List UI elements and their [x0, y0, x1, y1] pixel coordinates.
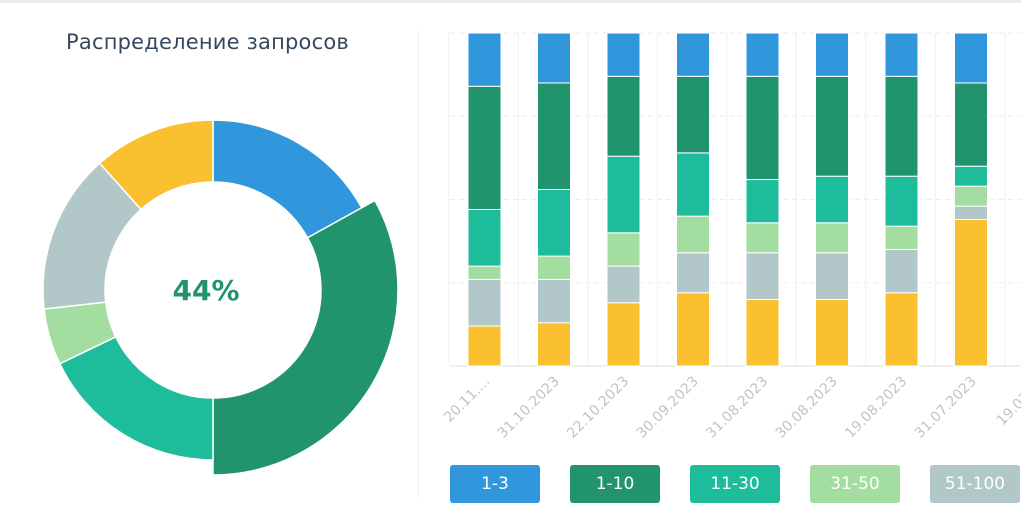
bar-segment-over-100[interactable] — [745, 298, 780, 367]
bar-segment-11-30[interactable] — [954, 165, 988, 187]
donut-slice-over-100[interactable] — [98, 119, 214, 211]
bar-segment-1-10[interactable] — [884, 75, 919, 177]
bar-segment-51-100[interactable] — [745, 252, 780, 300]
bar-segment-1-10[interactable] — [815, 75, 849, 177]
bar-segment-11-30[interactable] — [467, 208, 502, 267]
legend-button-11-30[interactable]: 11-30 — [690, 465, 780, 503]
bar-segment-1-10[interactable] — [745, 75, 780, 181]
bar-segment-1-3[interactable] — [606, 32, 641, 77]
legend-button-31-50[interactable]: 31-50 — [810, 465, 900, 503]
bar-segment-31-50[interactable] — [467, 265, 502, 280]
top-border — [0, 0, 1021, 3]
bar-segment-31-50[interactable] — [884, 225, 919, 250]
donut-chart: 44% — [42, 119, 399, 476]
x-tick-label: 31.07.2023 — [912, 374, 980, 442]
panel-divider — [418, 30, 419, 498]
bar-segment-over-100[interactable] — [606, 302, 641, 367]
legend-button-51-100[interactable]: 51-100 — [930, 465, 1020, 503]
bar-segment-1-3[interactable] — [884, 32, 919, 77]
bar-segment-31-50[interactable] — [954, 185, 988, 207]
stacked-bar-chart: 20.11.... 31.10.2023 22.10.2023 30.09.2023 3… — [441, 32, 1021, 442]
bar-segment-11-30[interactable] — [537, 189, 571, 257]
bar-segment-over-100[interactable] — [467, 325, 502, 367]
bar-segment-11-30[interactable] — [745, 179, 780, 224]
bar-segment-1-10[interactable] — [606, 75, 641, 157]
bar-segment-1-3[interactable] — [537, 32, 571, 84]
bar-segment-over-100[interactable] — [954, 218, 988, 367]
donut-slice-1-10[interactable] — [212, 199, 399, 476]
legend-button-1-10[interactable]: 1-10 — [570, 465, 660, 503]
x-tick-label: 31.10.2023 — [495, 374, 563, 442]
bar-segment-over-100[interactable] — [676, 292, 710, 367]
bar-segment-31-50[interactable] — [606, 232, 641, 267]
bar-segment-1-3[interactable] — [676, 32, 710, 77]
bar-segment-over-100[interactable] — [537, 322, 571, 367]
x-tick-label: 30.08.2023 — [773, 374, 841, 442]
bar-segment-11-30[interactable] — [606, 155, 641, 234]
bar-segment-11-30[interactable] — [676, 152, 710, 217]
bar-segment-1-3[interactable] — [467, 32, 502, 87]
bar-segment-1-10[interactable] — [467, 85, 502, 210]
bar-segment-51-100[interactable] — [467, 278, 502, 327]
x-tick-label: 19.08.2023 — [842, 374, 910, 442]
bar-segment-51-100[interactable] — [606, 265, 641, 304]
bar-segment-1-3[interactable] — [815, 32, 849, 77]
bar-segment-1-10[interactable] — [954, 82, 988, 167]
bar-segment-31-50[interactable] — [537, 255, 571, 280]
x-tick-label: 31.08.2023 — [703, 374, 771, 442]
bar-segment-31-50[interactable] — [815, 222, 849, 254]
bar-segment-over-100[interactable] — [815, 298, 849, 367]
legend-button-1-3[interactable]: 1-3 — [450, 465, 540, 503]
bar-segment-31-50[interactable] — [745, 222, 780, 254]
bar-segment-51-100[interactable] — [884, 248, 919, 294]
x-tick-label: 20.11.... — [441, 374, 493, 426]
bar-segment-11-30[interactable] — [884, 175, 919, 227]
bar-segment-1-3[interactable] — [745, 32, 780, 77]
bar-segment-1-10[interactable] — [676, 75, 710, 154]
bar-segment-over-100[interactable] — [884, 292, 919, 367]
bar-segment-1-3[interactable] — [954, 32, 988, 84]
x-tick-label: 22.10.2023 — [564, 374, 632, 442]
bar-segment-51-100[interactable] — [815, 252, 849, 300]
bar-segment-51-100[interactable] — [676, 252, 710, 294]
chart-title: Распределение запросов — [66, 30, 349, 54]
x-tick-label: 19.07.20 — [994, 374, 1021, 429]
bar-segment-1-10[interactable] — [537, 82, 571, 191]
donut-center-value: 44% — [172, 274, 239, 307]
bar-segment-31-50[interactable] — [676, 215, 710, 254]
bar-segment-51-100[interactable] — [537, 278, 571, 324]
x-tick-label: 30.09.2023 — [634, 374, 702, 442]
donut-slice-11-30[interactable] — [58, 335, 214, 461]
bar-segment-51-100[interactable] — [954, 205, 988, 220]
bar-segment-11-30[interactable] — [815, 175, 849, 224]
